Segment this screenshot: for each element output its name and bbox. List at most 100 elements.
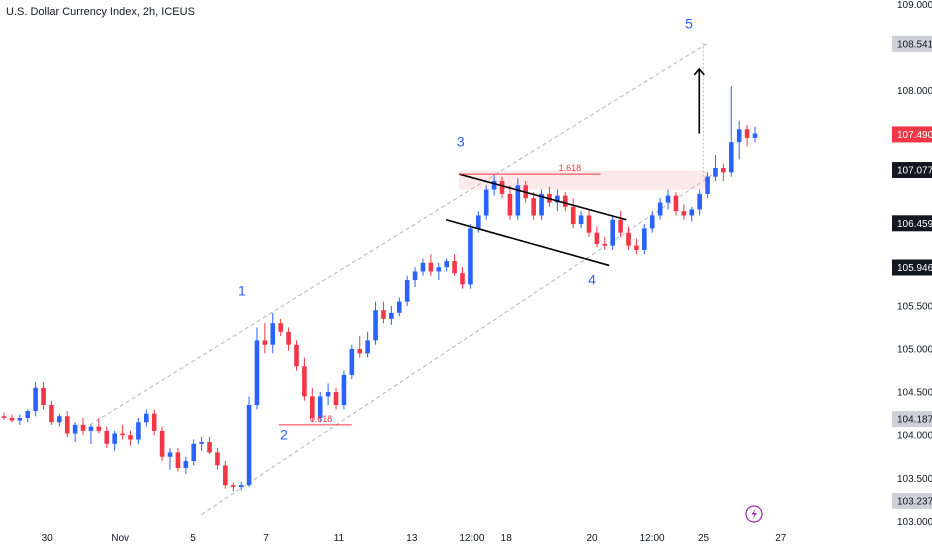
candle-body xyxy=(278,323,283,332)
candle-body xyxy=(626,232,631,246)
candle-body xyxy=(302,366,307,397)
price-axis: 109.000 108.000 105.500 105.000 104.500 104.0… xyxy=(892,0,932,528)
candle-body xyxy=(88,426,94,431)
candle-body xyxy=(317,396,323,418)
candle-body xyxy=(294,344,299,367)
candle-body xyxy=(72,424,78,434)
candle-body xyxy=(610,219,616,246)
wave-label: 2 xyxy=(280,427,288,443)
price-label: 103.237 xyxy=(897,496,932,507)
candle-body xyxy=(349,349,355,375)
candle-body xyxy=(64,416,70,434)
candle-body xyxy=(673,195,679,212)
candle-body xyxy=(207,442,212,453)
candle-body xyxy=(491,180,497,190)
candle-body xyxy=(721,168,726,173)
candle-body xyxy=(642,228,647,250)
x-tick-label: Nov xyxy=(111,533,129,544)
candle-body xyxy=(112,433,117,444)
candle-body xyxy=(33,387,38,412)
candle-body xyxy=(665,195,671,203)
candle-body xyxy=(41,387,46,406)
candle-body xyxy=(49,405,54,423)
candle-body xyxy=(562,195,568,207)
candle-body xyxy=(128,435,133,440)
x-tick-label: 20 xyxy=(586,533,598,544)
candle-body xyxy=(25,411,31,418)
fib-levels: 0.618 1.618 xyxy=(278,163,601,426)
candle-body xyxy=(555,195,560,203)
candle-body xyxy=(412,271,418,281)
x-tick-label: 12:00 xyxy=(459,533,484,544)
price-label-box xyxy=(892,35,932,52)
wave-label: 5 xyxy=(685,15,693,31)
candle-body xyxy=(657,202,663,216)
wave-label: 3 xyxy=(457,134,465,150)
candle-body xyxy=(539,193,544,216)
candle-body xyxy=(476,215,481,229)
candle-body xyxy=(17,417,23,421)
candle-body xyxy=(752,133,758,138)
alert-button[interactable] xyxy=(745,505,763,523)
candle-body xyxy=(175,452,181,468)
candle-body xyxy=(705,176,710,194)
candle-body xyxy=(531,198,536,216)
candles xyxy=(1,86,758,492)
chart-title: U.S. Dollar Currency Index, 2h, ICEUS xyxy=(6,6,195,18)
candle-body xyxy=(515,185,521,216)
wedge-line xyxy=(458,173,627,221)
x-tick-label: 11 xyxy=(334,533,345,544)
candle-body xyxy=(578,215,584,225)
candle-body xyxy=(420,262,426,272)
candle-body xyxy=(286,331,291,345)
candle-body xyxy=(57,416,62,423)
x-tick-label: 18 xyxy=(501,533,513,544)
candle-body xyxy=(230,485,236,487)
candle-body xyxy=(468,228,473,285)
candle-body xyxy=(713,168,718,177)
candle-body xyxy=(151,413,157,431)
price-label: 105.946 xyxy=(897,263,932,274)
y-tick-label: 108.000 xyxy=(897,86,932,97)
price-label-box xyxy=(892,492,932,509)
candle-body xyxy=(649,215,655,229)
candle-body xyxy=(744,129,750,138)
candle-body xyxy=(136,422,141,440)
time-axis: 30 Nov 5 7 11 13 12:00 18 20 12:00 25 27 xyxy=(42,533,787,544)
x-tick-label: 25 xyxy=(698,533,710,544)
candle-body xyxy=(689,209,695,216)
candle-body xyxy=(634,245,639,250)
candle-body xyxy=(199,442,204,444)
candle-body xyxy=(618,219,623,233)
candle-body xyxy=(341,374,347,406)
x-tick-label: 7 xyxy=(263,533,269,544)
x-tick-label: 5 xyxy=(190,533,196,544)
candle-body xyxy=(215,452,220,466)
x-tick-label: 27 xyxy=(775,533,787,544)
y-tick-label: 105.000 xyxy=(897,345,932,356)
price-label-box xyxy=(892,126,932,143)
candle-body xyxy=(223,465,228,486)
channel-line xyxy=(89,42,709,426)
candle-body xyxy=(333,392,339,406)
candle-body xyxy=(570,206,576,225)
fib-label: 1.618 xyxy=(559,163,582,173)
candle-body xyxy=(681,211,687,216)
x-tick-label: 12:00 xyxy=(640,533,665,544)
channel-line xyxy=(201,174,713,515)
price-label-box xyxy=(892,162,932,179)
candle-body xyxy=(357,349,363,354)
price-label-box xyxy=(892,411,932,428)
wave-label: 1 xyxy=(238,283,246,299)
candle-body xyxy=(396,301,402,313)
y-tick-label: 109.000 xyxy=(897,0,932,11)
candle-body xyxy=(191,443,197,462)
x-tick-label: 30 xyxy=(42,533,54,544)
candle-body xyxy=(697,193,702,210)
candle-body xyxy=(736,129,742,143)
wave-labels: 1 2 3 4 5 xyxy=(238,15,693,442)
y-tick-label: 104.500 xyxy=(897,388,932,399)
price-label-box xyxy=(892,259,932,276)
candle-body xyxy=(246,405,252,486)
candle-body xyxy=(167,452,173,457)
